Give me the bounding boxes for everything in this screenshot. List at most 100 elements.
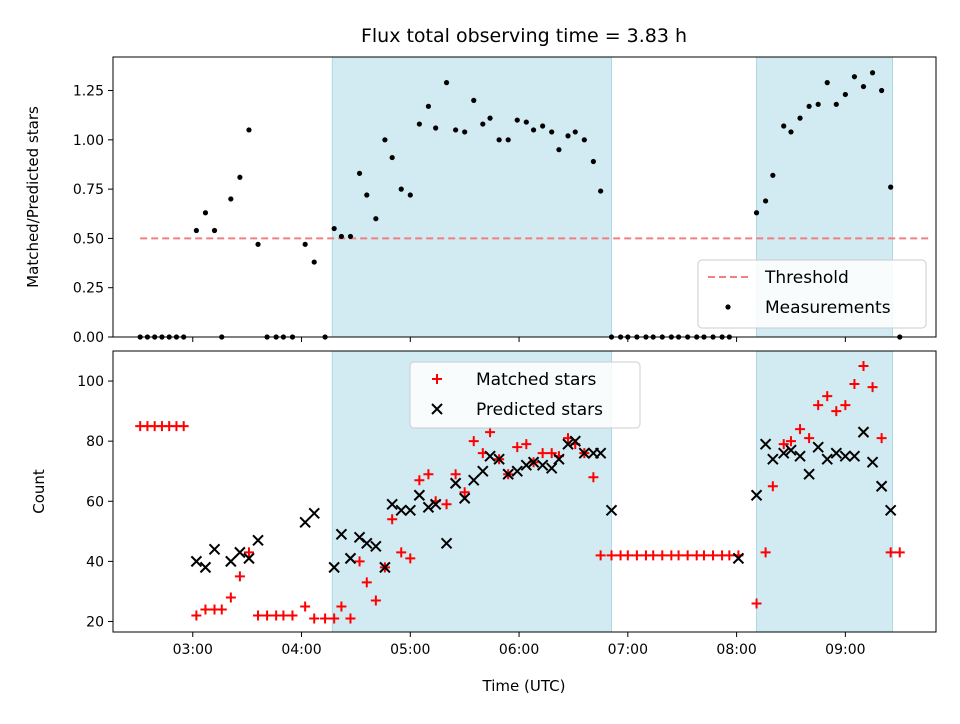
measurement-point [311, 259, 317, 265]
measurement-point [228, 196, 234, 202]
predicted-star-point [335, 528, 348, 541]
predicted-star-point [527, 456, 540, 468]
predicted-star-point [422, 501, 435, 513]
predicted-star-point [252, 534, 264, 547]
measurement-point [797, 115, 803, 121]
predicted-star-point [536, 459, 549, 471]
predicted-star-point [449, 477, 462, 489]
matched-star-point [724, 550, 735, 561]
measurement-point [338, 233, 345, 240]
predicted-star-point [386, 498, 398, 510]
predicted-star-point [875, 480, 888, 492]
legend-predicted-swatch [431, 403, 443, 415]
y-axis-label: Count [30, 469, 48, 514]
observing-band-1 [331, 56, 613, 338]
matched-star-point [354, 556, 365, 567]
predicted-star-point [413, 489, 426, 501]
measurement-point [302, 241, 308, 247]
matched-star-point [595, 550, 606, 561]
x-tick-label: 07:00 [608, 642, 648, 658]
predicted-star-point [511, 465, 523, 477]
matched-star-point [234, 571, 245, 582]
matched-star-point [370, 595, 381, 606]
measurement-point [246, 127, 252, 133]
predicted-star-point [308, 507, 320, 519]
predicted-star-point [484, 450, 496, 462]
legend-box [409, 361, 641, 429]
measurement-point [425, 103, 432, 109]
predicted-star-point [468, 474, 480, 486]
measurement-point [572, 129, 578, 135]
predicted-star-point [370, 540, 382, 553]
measurement-point [480, 121, 486, 127]
matched-star-point [778, 439, 789, 450]
measurement-point [753, 210, 760, 216]
x-tick-label: 09:00 [825, 642, 865, 658]
measurement-point [496, 137, 502, 143]
ratio-panel: 0.00 0.25 0.50 0.75 1.00 1.25 Matched/Predicte… [24, 56, 937, 346]
measurement-point [556, 147, 562, 153]
y-tick-label: 0.75 [73, 182, 104, 198]
predicted-star-point [243, 552, 255, 565]
y-axis-label: Matched/Predicted stars [24, 106, 42, 288]
predicted-star-point [848, 450, 861, 462]
predicted-star-point [190, 555, 203, 568]
measurement-point [487, 115, 493, 121]
measurement-point [824, 80, 830, 86]
y-tick-label: 0.00 [73, 330, 104, 346]
predicted-star-point [803, 468, 815, 480]
predicted-star-point [545, 462, 558, 474]
matched-star-point [760, 547, 771, 558]
matched-star-point [849, 379, 860, 390]
matched-star-point [262, 610, 273, 621]
measurement-point [416, 121, 422, 127]
measurement-point [514, 117, 520, 123]
legend-box [697, 259, 927, 329]
matched-star-point [345, 613, 356, 624]
x-tick-label: 08:00 [716, 642, 756, 658]
matched-star-point [631, 550, 642, 561]
measurement-point [833, 101, 839, 107]
measurement-point [255, 241, 261, 247]
matched-star-point [485, 427, 496, 438]
measurement-point [364, 192, 370, 198]
predicted-star-point [578, 447, 591, 459]
matched-star-point [396, 547, 407, 558]
observing-band-2 [756, 350, 893, 633]
matched-star-point [858, 361, 869, 372]
matched-star-point [708, 550, 719, 561]
matched-star-point [894, 547, 905, 558]
measurement-point [781, 123, 787, 129]
matched-star-point [795, 424, 806, 435]
measurement-point [398, 186, 404, 192]
y-tick-label: 0.50 [73, 231, 104, 247]
matched-star-point [414, 475, 425, 486]
y-tick-label: 80 [86, 434, 104, 450]
predicted-star-point [404, 504, 417, 516]
matched-star-point [287, 610, 298, 621]
matched-star-point [278, 610, 289, 621]
matched-star-point [831, 406, 842, 417]
matched-star-point [243, 547, 254, 558]
measurement-point [869, 70, 876, 76]
predicted-star-point [759, 438, 772, 450]
matched-star-point [537, 448, 548, 459]
measurement-point [888, 184, 894, 190]
matched-star-point [320, 613, 331, 624]
matched-star-point [546, 448, 557, 459]
matched-star-point [521, 439, 532, 450]
matched-star-point [300, 601, 311, 612]
measurement-point [565, 133, 571, 139]
measurement-point [815, 101, 821, 107]
x-tick-label: 04:00 [281, 642, 321, 658]
predicted-star-point [208, 543, 221, 556]
matched-star-point [468, 436, 479, 447]
legend: Matched stars Predicted stars [409, 361, 641, 429]
matched-star-point [840, 400, 851, 411]
predicted-star-point [866, 456, 879, 468]
matched-star-point [387, 514, 398, 525]
measurement-point [443, 80, 450, 86]
predicted-star-point [344, 552, 357, 565]
matched-star-point [657, 550, 668, 561]
